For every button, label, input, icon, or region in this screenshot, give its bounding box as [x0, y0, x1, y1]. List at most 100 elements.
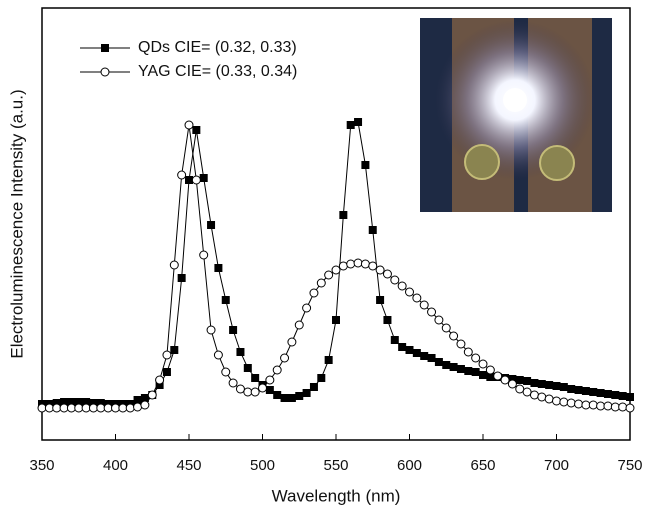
data-point [236, 348, 245, 356]
data-point [427, 307, 437, 317]
x-tick-label: 550 [323, 457, 348, 474]
data-point [353, 258, 363, 268]
x-tick-label: 650 [470, 457, 495, 474]
data-point [81, 403, 91, 413]
legend-marker [100, 67, 110, 77]
data-point [214, 264, 223, 272]
data-point [603, 390, 612, 398]
data-point [420, 352, 429, 360]
data-point [537, 380, 546, 388]
data-point [82, 398, 91, 406]
data-point [368, 261, 378, 271]
data-point [294, 320, 304, 330]
x-tick-label: 750 [617, 457, 642, 474]
data-point [155, 375, 165, 385]
x-axis-label: Wavelength (nm) [272, 486, 401, 505]
data-point [456, 339, 466, 349]
data-point [354, 118, 363, 126]
data-point [559, 397, 569, 407]
data-point [229, 326, 238, 334]
data-point [589, 388, 598, 396]
data-point [574, 386, 583, 394]
data-point [552, 382, 561, 390]
data-point [324, 356, 333, 364]
data-point [309, 288, 319, 298]
data-point [228, 378, 238, 388]
data-point [361, 161, 370, 169]
data-point [147, 390, 157, 400]
data-point [537, 392, 547, 402]
data-point [618, 392, 627, 400]
data-point [59, 403, 69, 413]
data-point [442, 361, 451, 369]
data-point [398, 343, 407, 351]
data-point [235, 384, 245, 394]
data-point [463, 347, 473, 357]
data-point [376, 296, 385, 304]
legend-label: YAG CIE= (0.33, 0.34) [138, 63, 297, 80]
data-point [574, 399, 584, 409]
legend-label: QDs CIE= (0.32, 0.33) [138, 39, 297, 56]
data-point [390, 275, 400, 285]
data-point [545, 381, 554, 389]
data-point [207, 221, 216, 229]
data-point [162, 350, 172, 360]
data-point [66, 403, 76, 413]
data-point [265, 375, 275, 385]
data-point [185, 176, 193, 184]
data-point [118, 403, 128, 413]
data-point [265, 386, 274, 394]
data-point [316, 278, 326, 288]
data-point [346, 259, 356, 269]
data-point [324, 270, 334, 280]
data-point [618, 402, 628, 412]
data-point [96, 403, 106, 413]
data-point [449, 363, 458, 371]
data-point [530, 379, 539, 387]
data-point [508, 375, 517, 383]
data-point [287, 337, 297, 347]
data-point [368, 226, 377, 234]
data-point [206, 325, 216, 335]
data-point [250, 387, 260, 397]
data-point [191, 175, 201, 185]
data-point [213, 350, 223, 360]
data-point [552, 396, 561, 406]
data-point [603, 401, 613, 411]
data-point [596, 389, 605, 397]
data-point [243, 364, 252, 372]
data-point [272, 365, 282, 375]
data-point [111, 403, 120, 413]
data-point [515, 376, 524, 384]
data-point [515, 384, 525, 394]
data-point [567, 385, 576, 393]
data-point [397, 281, 407, 291]
data-point [405, 287, 414, 297]
data-point [486, 373, 495, 381]
data-point [221, 296, 230, 304]
x-tick-label: 500 [250, 457, 275, 474]
x-tick-label: 450 [176, 457, 201, 474]
data-point [199, 250, 209, 260]
data-point [37, 403, 47, 413]
data-point [177, 274, 186, 282]
data-point [184, 120, 194, 130]
data-point [192, 126, 201, 134]
data-point [441, 323, 451, 333]
data-point [485, 365, 495, 375]
data-point [162, 368, 171, 376]
data-point [611, 391, 620, 399]
data-point [419, 300, 429, 310]
data-point [302, 389, 311, 397]
data-point [360, 259, 370, 269]
data-point [434, 315, 444, 325]
data-point [581, 400, 591, 410]
data-point [464, 367, 473, 375]
data-point [383, 316, 392, 324]
data-point [471, 368, 480, 376]
data-point [626, 393, 634, 401]
data-point [588, 400, 598, 410]
data-point [74, 398, 83, 406]
